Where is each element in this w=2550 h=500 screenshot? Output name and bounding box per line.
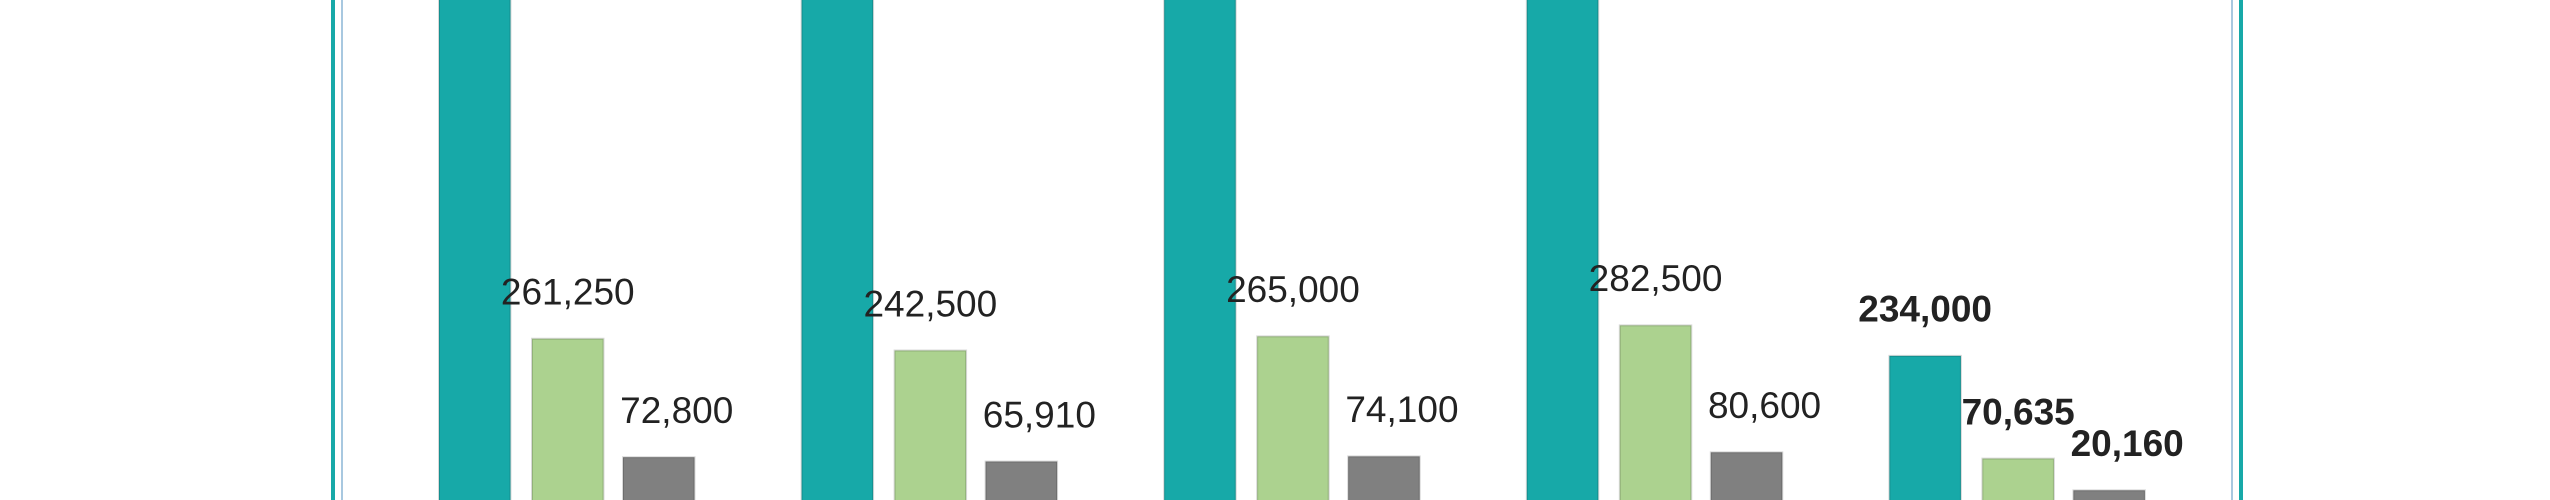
bar [1256,335,1330,500]
plot: 234,000 261,250 242,500 265,000 282,500 70,63… [438,0,2184,500]
data-label: 234,000 [1858,289,1992,330]
data-label: 72,800 [620,390,733,431]
bar [1709,451,1784,500]
bar [1163,0,1237,500]
bar [531,337,605,500]
bar [1618,324,1693,500]
data-label: 20,160 [2071,423,2184,464]
bar [1347,455,1421,500]
data-label: 261,250 [501,272,635,313]
bar [2072,489,2146,500]
bar [800,0,875,500]
bar [1888,354,1962,500]
bar [622,456,696,500]
data-label: 265,000 [1226,269,1360,310]
data-label: 70,635 [1962,391,2075,432]
bar [984,460,1059,500]
data-label: 80,600 [1708,385,1821,426]
bar [438,0,512,500]
bar [893,349,968,500]
data-label: 242,500 [863,283,997,324]
bar [1981,457,2055,500]
data-label: 74,100 [1345,389,1458,430]
bar [1525,0,1600,500]
data-label: 65,910 [983,394,1096,435]
data-label: 282,500 [1589,258,1723,299]
